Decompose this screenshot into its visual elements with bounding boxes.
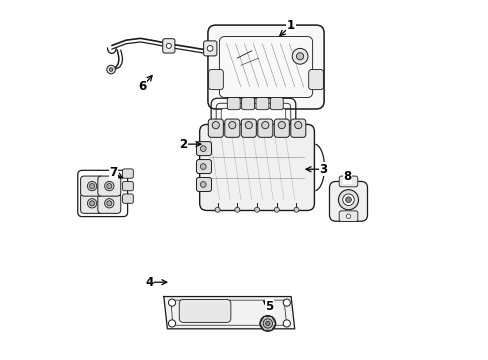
Circle shape: [87, 199, 97, 208]
FancyBboxPatch shape: [329, 181, 367, 221]
Circle shape: [87, 181, 97, 191]
Text: 2: 2: [179, 138, 187, 150]
Text: 7: 7: [109, 166, 118, 179]
Circle shape: [109, 68, 113, 71]
Text: 4: 4: [145, 276, 153, 289]
Text: 5: 5: [265, 300, 273, 313]
FancyBboxPatch shape: [227, 98, 240, 110]
FancyBboxPatch shape: [122, 181, 133, 191]
Circle shape: [228, 122, 235, 129]
Circle shape: [274, 207, 279, 212]
Circle shape: [260, 316, 275, 331]
Circle shape: [278, 122, 285, 129]
Circle shape: [342, 194, 353, 206]
FancyBboxPatch shape: [81, 176, 103, 196]
FancyBboxPatch shape: [274, 119, 289, 137]
FancyBboxPatch shape: [163, 39, 175, 53]
Circle shape: [254, 207, 259, 212]
Circle shape: [346, 214, 350, 219]
Circle shape: [293, 207, 298, 212]
FancyBboxPatch shape: [221, 108, 285, 135]
Circle shape: [346, 179, 350, 184]
Circle shape: [106, 201, 112, 206]
Circle shape: [168, 320, 175, 327]
Circle shape: [263, 319, 272, 328]
Polygon shape: [163, 297, 294, 329]
Circle shape: [166, 43, 171, 48]
Circle shape: [261, 122, 268, 129]
Circle shape: [212, 122, 219, 129]
FancyBboxPatch shape: [241, 119, 256, 137]
FancyBboxPatch shape: [98, 176, 121, 196]
FancyBboxPatch shape: [208, 69, 223, 90]
Circle shape: [200, 146, 206, 152]
FancyBboxPatch shape: [122, 169, 133, 178]
FancyBboxPatch shape: [196, 141, 211, 156]
Circle shape: [200, 164, 206, 170]
FancyBboxPatch shape: [122, 194, 133, 203]
Circle shape: [89, 201, 94, 206]
FancyBboxPatch shape: [308, 69, 323, 90]
FancyBboxPatch shape: [199, 125, 314, 211]
Circle shape: [106, 184, 112, 189]
Circle shape: [104, 181, 114, 191]
FancyBboxPatch shape: [241, 98, 254, 110]
FancyBboxPatch shape: [196, 177, 211, 192]
FancyBboxPatch shape: [81, 193, 103, 213]
Circle shape: [345, 197, 351, 203]
Circle shape: [104, 199, 114, 208]
FancyBboxPatch shape: [224, 119, 239, 137]
FancyBboxPatch shape: [257, 119, 272, 137]
Circle shape: [283, 299, 290, 306]
FancyBboxPatch shape: [290, 119, 305, 137]
Circle shape: [338, 190, 358, 210]
Circle shape: [265, 321, 269, 325]
Circle shape: [200, 181, 206, 187]
Text: 3: 3: [319, 163, 327, 176]
Circle shape: [234, 207, 239, 212]
FancyBboxPatch shape: [207, 25, 324, 109]
FancyBboxPatch shape: [339, 211, 357, 222]
Circle shape: [294, 122, 301, 129]
Circle shape: [283, 320, 290, 327]
FancyBboxPatch shape: [255, 98, 268, 110]
FancyBboxPatch shape: [98, 193, 121, 213]
FancyBboxPatch shape: [339, 176, 357, 187]
Circle shape: [296, 53, 303, 60]
FancyBboxPatch shape: [208, 119, 223, 137]
Circle shape: [215, 207, 220, 212]
FancyBboxPatch shape: [270, 98, 283, 110]
FancyBboxPatch shape: [179, 300, 230, 322]
Circle shape: [89, 184, 94, 189]
Circle shape: [106, 65, 115, 74]
FancyBboxPatch shape: [196, 159, 211, 174]
FancyBboxPatch shape: [203, 41, 217, 56]
Text: 8: 8: [343, 170, 351, 183]
Circle shape: [168, 299, 175, 306]
Text: 6: 6: [138, 80, 146, 93]
Circle shape: [207, 45, 212, 51]
Circle shape: [292, 48, 307, 64]
Text: 1: 1: [286, 19, 295, 32]
Circle shape: [244, 122, 252, 129]
